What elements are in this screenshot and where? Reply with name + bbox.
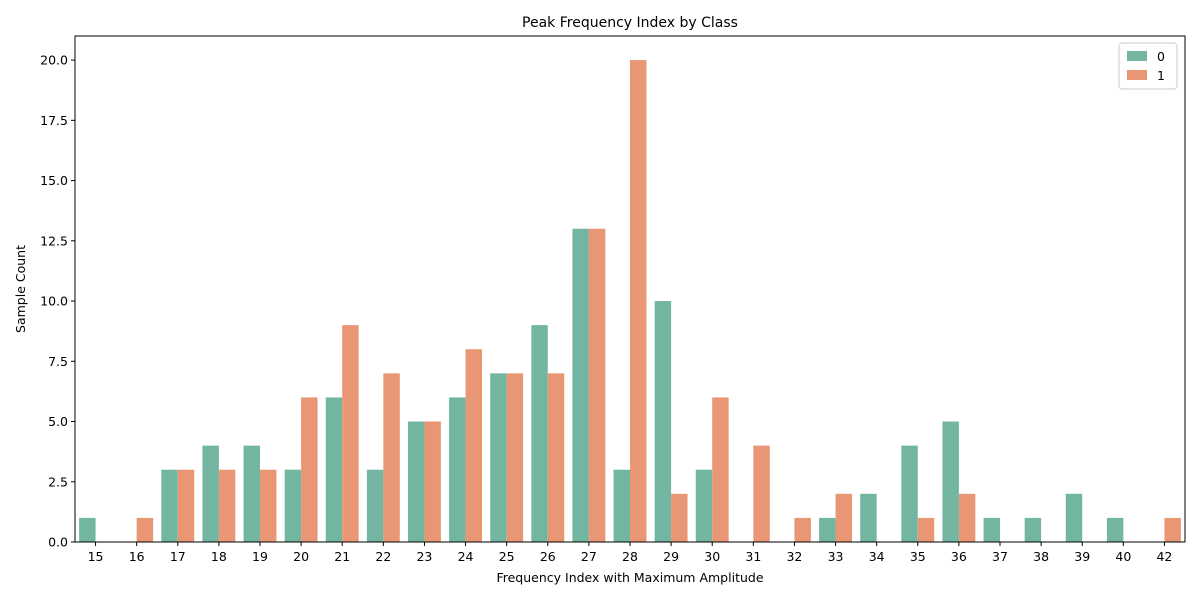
- y-axis-label: Sample Count: [13, 245, 28, 333]
- x-tick-label: 23: [416, 549, 432, 564]
- bar-36-series-0: [942, 421, 959, 542]
- y-tick-label: 15.0: [40, 173, 68, 188]
- x-tick-label: 19: [252, 549, 268, 564]
- legend-swatch-0: [1127, 51, 1147, 61]
- x-axis-label: Frequency Index with Maximum Amplitude: [496, 570, 763, 585]
- bar-26-series-1: [547, 373, 565, 542]
- bar-19-series-1: [260, 469, 277, 542]
- bar-20-series-0: [284, 469, 302, 542]
- legend-box: [1118, 42, 1178, 90]
- y-tick-label: 10.0: [40, 294, 68, 309]
- bar-39-series-0: [1065, 493, 1083, 542]
- bar-22-series-0: [366, 469, 384, 542]
- bar-31-series-1: [753, 445, 770, 542]
- legend-label-1: 1: [1157, 68, 1165, 83]
- x-tick-label: 37: [992, 549, 1008, 564]
- x-tick-label: 39: [1074, 549, 1090, 564]
- x-tick-label: 22: [375, 549, 391, 564]
- bar-23-series-0: [408, 421, 425, 542]
- x-axis: 15 16 17 18 19 20 21 22 23 24 25 26 27 28 29 30 31 32 33 34…: [88, 542, 1172, 564]
- x-tick-label: 28: [622, 549, 638, 564]
- bar-27-series-0: [572, 228, 589, 542]
- bar-24-series-0: [449, 397, 466, 542]
- x-tick-label: 33: [828, 549, 844, 564]
- legend-label-0: 0: [1157, 49, 1165, 64]
- x-tick-label: 21: [334, 549, 350, 564]
- bar-30-series-0: [695, 469, 713, 542]
- bar-30-series-1: [712, 397, 729, 542]
- x-tick-label: 18: [211, 549, 227, 564]
- bar-25-series-0: [490, 373, 507, 542]
- bar-17-series-0: [161, 469, 178, 542]
- x-tick-label: 24: [458, 549, 474, 564]
- bar-34-series-0: [860, 493, 877, 542]
- x-tick-label: 32: [786, 549, 802, 564]
- bar-37-series-0: [983, 517, 1000, 542]
- bar-28-series-0: [613, 469, 630, 542]
- bars-group: [79, 60, 1181, 542]
- bar-33-series-0: [819, 517, 836, 542]
- bar-21-series-1: [342, 325, 359, 542]
- y-axis: 0.0 2.5 5.0 7.5 10.0 12.5 15.0 17.5 20.0: [40, 53, 75, 550]
- bar-24-series-1: [465, 349, 482, 542]
- legend-swatch-1: [1127, 70, 1147, 80]
- bar-33-series-1: [835, 493, 852, 542]
- bar-21-series-0: [325, 397, 343, 542]
- bar-35-series-0: [901, 445, 918, 542]
- x-tick-label: 15: [88, 549, 104, 564]
- x-tick-label: 27: [581, 549, 597, 564]
- y-tick-label: 2.5: [48, 474, 68, 489]
- bar-15-series-0: [79, 517, 96, 542]
- bar-26-series-0: [531, 325, 548, 542]
- chart-title: Peak Frequency Index by Class: [522, 15, 738, 31]
- bar-29-series-1: [671, 493, 688, 542]
- x-tick-label: 30: [704, 549, 720, 564]
- bar-25-series-1: [506, 373, 524, 542]
- bar-17-series-1: [177, 469, 195, 542]
- x-tick-label: 36: [951, 549, 967, 564]
- x-tick-label: 35: [910, 549, 926, 564]
- bar-36-series-1: [958, 493, 976, 542]
- x-tick-label: 40: [1115, 549, 1131, 564]
- bar-23-series-1: [424, 421, 441, 542]
- bar-20-series-1: [301, 397, 318, 542]
- y-tick-label: 0.0: [48, 535, 68, 550]
- x-tick-label: 17: [170, 549, 186, 564]
- plot-frame: [74, 35, 1186, 543]
- bar-40-series-0: [1106, 517, 1124, 542]
- x-tick-label: 25: [499, 549, 515, 564]
- x-tick-label: 16: [129, 549, 145, 564]
- bar-29-series-0: [654, 301, 672, 542]
- bar-38-series-0: [1024, 517, 1042, 542]
- bar-19-series-0: [243, 445, 260, 542]
- y-tick-label: 17.5: [40, 113, 68, 128]
- bar-18-series-0: [202, 445, 219, 542]
- x-tick-label: 29: [663, 549, 679, 564]
- y-tick-label: 12.5: [40, 233, 68, 248]
- x-tick-label: 42: [1156, 549, 1172, 564]
- bar-16-series-1: [136, 517, 154, 542]
- bar-18-series-1: [218, 469, 236, 542]
- bar-22-series-1: [383, 373, 400, 542]
- y-tick-label: 20.0: [40, 53, 68, 68]
- y-tick-label: 5.0: [48, 414, 68, 429]
- x-tick-label: 34: [869, 549, 885, 564]
- bar-42-series-1: [1164, 517, 1181, 542]
- bar-32-series-1: [794, 517, 811, 542]
- x-tick-label: 20: [293, 549, 309, 564]
- x-tick-label: 31: [745, 549, 761, 564]
- legend: 01: [1118, 42, 1178, 90]
- x-tick-label: 26: [540, 549, 556, 564]
- bar-27-series-1: [588, 228, 606, 542]
- bar-28-series-1: [630, 60, 647, 542]
- bar-35-series-1: [917, 517, 935, 542]
- x-tick-label: 38: [1033, 549, 1049, 564]
- y-tick-label: 7.5: [48, 354, 68, 369]
